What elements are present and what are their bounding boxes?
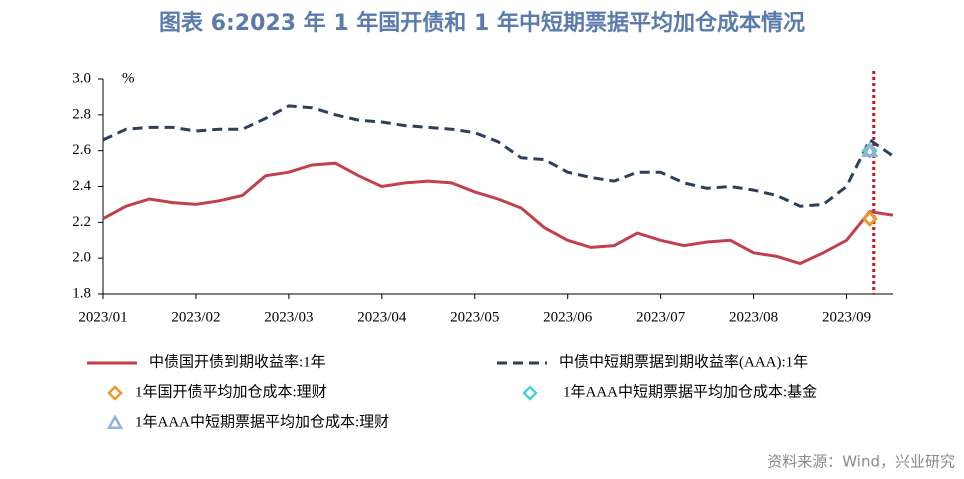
x-tick-label: 2023/06: [543, 309, 593, 325]
source: 资料来源：Wind，兴业研究: [767, 453, 955, 471]
x-tick-label: 2023/07: [636, 309, 686, 325]
y-tick-label: 2.6: [72, 142, 91, 158]
x-tick-label: 2023/01: [78, 309, 127, 325]
data-marker: [861, 210, 878, 227]
y-unit: %: [122, 70, 135, 86]
x-tick-label: 2023/04: [357, 309, 407, 325]
legend-swatch: [522, 385, 538, 401]
series-line: [102, 104, 894, 208]
y-tick-label: 2.8: [72, 106, 91, 122]
x-tick-label: 2023/08: [729, 309, 778, 325]
y-tick-label: 2.4: [72, 178, 91, 194]
x-tick-label: 2023/03: [264, 309, 313, 325]
chart-title: 图表 6:2023 年 1 年国开债和 1 年中短期票据平均加仓成本情况: [159, 10, 805, 36]
legend-label: 1年AAA中短期票据平均加仓成本:基金: [563, 383, 817, 400]
legend-swatch: [106, 414, 124, 430]
x-tick-label: 2023/05: [450, 309, 499, 325]
y-tick-label: 1.8: [72, 285, 91, 301]
y-tick-label: 3.0: [72, 70, 91, 86]
data-marker: [861, 141, 879, 157]
legend-label: 中债中短期票据到期收益率(AAA):1年: [559, 353, 808, 370]
legend-label: 1年AAA中短期票据平均加仓成本:理财: [135, 413, 389, 430]
series-line: [102, 161, 894, 266]
y-tick-label: 2.0: [72, 250, 91, 266]
legend-swatch: [107, 385, 123, 401]
x-tick-label: 2023/09: [822, 309, 871, 325]
legend-label: 1年国开债平均加仓成本:理财: [135, 383, 327, 400]
y-tick-label: 2.2: [72, 214, 91, 230]
legend-label: 中债国开债到期收益率:1年: [149, 353, 326, 370]
x-tick-label: 2023/02: [171, 309, 220, 325]
